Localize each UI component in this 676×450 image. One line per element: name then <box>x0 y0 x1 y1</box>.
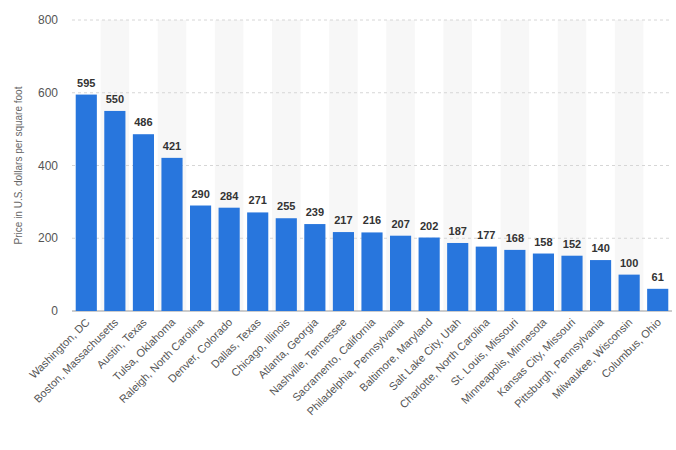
bar <box>304 224 325 311</box>
data-label: 284 <box>220 190 239 202</box>
y-tick-label: 200 <box>38 231 58 245</box>
bar <box>219 208 240 311</box>
column-band <box>158 20 187 311</box>
bar <box>104 111 125 311</box>
data-label: 187 <box>449 225 467 237</box>
bar <box>619 275 640 311</box>
bar <box>247 212 268 311</box>
bar <box>447 243 468 311</box>
bar <box>190 206 211 311</box>
labels: 595Washington, DC550Boston, Massachusett… <box>27 77 664 418</box>
bar <box>390 236 411 311</box>
bar <box>76 95 97 311</box>
data-label: 177 <box>477 229 495 241</box>
y-axis-label: Price in U.S. dollars per square foot <box>13 86 24 244</box>
data-label: 595 <box>77 77 95 89</box>
data-label: 100 <box>620 257 638 269</box>
bar <box>361 232 382 311</box>
bar <box>333 232 354 311</box>
grid: 0 200 400 600 800 <box>38 13 672 318</box>
bar <box>590 260 611 311</box>
bar <box>419 238 440 311</box>
data-label: 486 <box>134 116 152 128</box>
bar <box>533 254 554 311</box>
bar <box>161 158 182 311</box>
data-label: 152 <box>563 238 581 250</box>
category-label: Columbus, Ohio <box>599 316 663 380</box>
data-label: 550 <box>106 93 124 105</box>
bars <box>76 95 669 311</box>
data-label: 207 <box>391 218 409 230</box>
grid-line <box>72 20 672 21</box>
data-label: 290 <box>191 188 209 200</box>
bar <box>276 218 297 311</box>
chart-container: 0 200 400 600 800 Price in U.S. dollars per s… <box>0 0 676 450</box>
grid-line <box>72 92 672 93</box>
data-label: 158 <box>534 236 552 248</box>
bar <box>647 289 668 311</box>
column-band <box>101 20 130 311</box>
data-label: 140 <box>591 242 609 254</box>
chart-svg: 0 200 400 600 800 Price in U.S. dollars per s… <box>0 0 676 450</box>
data-label: 61 <box>652 271 664 283</box>
page: {"chart_data": {"type": "bar", "y_label"… <box>0 0 676 450</box>
y-tick-label: 600 <box>38 86 58 100</box>
data-label: 168 <box>506 232 524 244</box>
data-label: 271 <box>249 194 267 206</box>
y-tick-label: 0 <box>51 304 58 318</box>
data-label: 202 <box>420 220 438 232</box>
bar <box>476 247 497 311</box>
bar <box>133 134 154 311</box>
data-label: 217 <box>334 214 352 226</box>
data-label: 239 <box>306 206 324 218</box>
data-label: 255 <box>277 200 295 212</box>
data-label: 216 <box>363 214 381 226</box>
y-tick-label: 400 <box>38 159 58 173</box>
y-tick-label: 800 <box>38 13 58 27</box>
bar <box>561 256 582 311</box>
data-label: 421 <box>163 140 181 152</box>
bar <box>504 250 525 311</box>
